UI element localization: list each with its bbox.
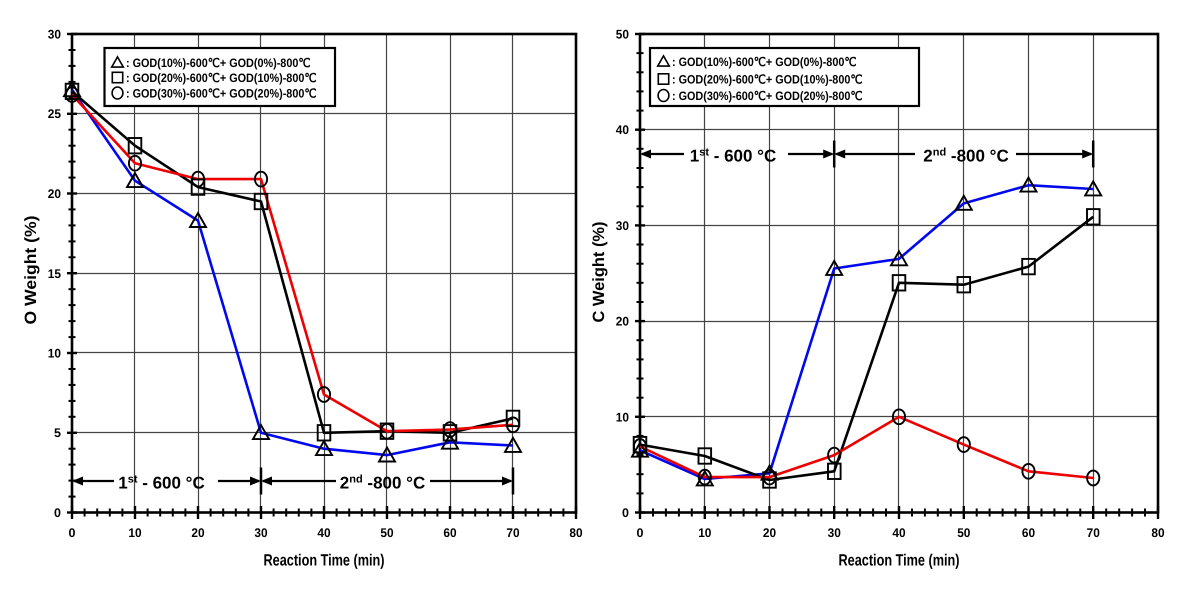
svg-text:: GOD(10%)-600℃+ GOD(0%)-800℃: : GOD(10%)-600℃+ GOD(0%)-800℃: [672, 55, 857, 69]
svg-text:0: 0: [69, 526, 76, 540]
svg-text:: GOD(10%)-600℃+ GOD(0%)-800℃: : GOD(10%)-600℃+ GOD(0%)-800℃: [126, 56, 311, 70]
svg-text:O Weight (%): O Weight (%): [22, 216, 40, 325]
svg-text:: GOD(20%)-600℃+ GOD(10%)-800℃: : GOD(20%)-600℃+ GOD(10%)-800℃: [126, 71, 317, 85]
svg-text:0: 0: [637, 526, 644, 540]
svg-text:: GOD(30%)-600℃+ GOD(20%)-800℃: : GOD(30%)-600℃+ GOD(20%)-800℃: [126, 86, 317, 100]
svg-text:C Weight (%): C Weight (%): [590, 222, 608, 323]
svg-text:40: 40: [892, 526, 905, 540]
svg-text:30: 30: [48, 28, 61, 42]
svg-text:50: 50: [957, 526, 970, 540]
svg-text:1st - 600 °C: 1st - 600 °C: [690, 147, 777, 166]
svg-text:30: 30: [254, 526, 267, 540]
svg-text:20: 20: [48, 187, 61, 201]
svg-text:1st - 600 °C: 1st - 600 °C: [118, 474, 205, 493]
svg-text:25: 25: [48, 107, 61, 121]
svg-text:: GOD(20%)-600℃+ GOD(10%)-800℃: : GOD(20%)-600℃+ GOD(10%)-800℃: [672, 72, 863, 86]
svg-text:10: 10: [128, 526, 141, 540]
svg-text:20: 20: [191, 526, 204, 540]
svg-text:: GOD(30%)-600℃+ GOD(20%)-800℃: : GOD(30%)-600℃+ GOD(20%)-800℃: [672, 89, 863, 103]
svg-text:50: 50: [616, 28, 629, 42]
svg-text:80: 80: [569, 526, 582, 540]
svg-text:40: 40: [317, 526, 330, 540]
svg-text:0: 0: [622, 506, 629, 520]
svg-text:60: 60: [1022, 526, 1035, 540]
svg-text:20: 20: [763, 526, 776, 540]
svg-text:5: 5: [54, 426, 61, 440]
svg-text:20: 20: [616, 315, 629, 329]
svg-text:70: 70: [1087, 526, 1100, 540]
svg-text:0: 0: [54, 506, 61, 520]
svg-text:10: 10: [698, 526, 711, 540]
svg-text:60: 60: [443, 526, 456, 540]
svg-text:50: 50: [380, 526, 393, 540]
svg-text:40: 40: [616, 123, 629, 137]
svg-text:10: 10: [48, 347, 61, 361]
svg-text:30: 30: [828, 526, 841, 540]
svg-text:80: 80: [1151, 526, 1164, 540]
svg-text:10: 10: [616, 410, 629, 424]
svg-text:30: 30: [616, 219, 629, 233]
svg-text:Reaction Time (min): Reaction Time (min): [264, 552, 385, 570]
svg-text:70: 70: [506, 526, 519, 540]
svg-text:15: 15: [48, 267, 61, 281]
svg-text:Reaction Time (min): Reaction Time (min): [839, 552, 960, 570]
